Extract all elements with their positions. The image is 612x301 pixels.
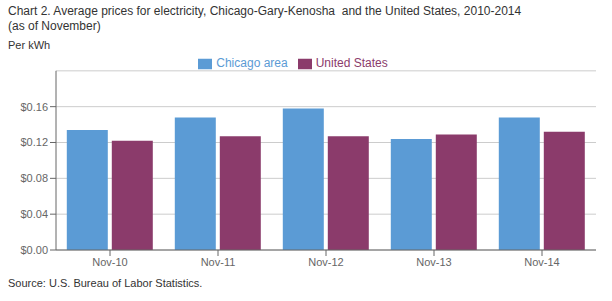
svg-text:$0.16: $0.16 [20,101,48,113]
svg-text:$0.04: $0.04 [20,208,48,220]
html-text:Chart 2. Average prices for el: Chart 2. Average prices for electricity,… [8,4,522,18]
html-text:Chicago area: Chicago area [216,56,288,70]
svg-text:$0.08: $0.08 [20,172,48,184]
svg-text:Nov-12: Nov-12 [308,256,343,268]
svg-text:Nov-13: Nov-13 [416,256,451,268]
svg-text:$0.00: $0.00 [20,244,48,256]
svg-text:Nov-14: Nov-14 [524,256,559,268]
html-text:United States: United States [315,56,388,70]
svg-text:Nov-10: Nov-10 [92,256,127,268]
html-text:Per kWh: Per kWh [8,39,51,51]
svg-text:Nov-11: Nov-11 [201,256,236,268]
html-text:Source: U.S. Bureau of Labor S: Source: U.S. Bureau of Labor Statistics. [8,277,203,289]
svg-text:$0.12: $0.12 [20,136,48,148]
html-text:(as of November): (as of November) [8,19,101,33]
